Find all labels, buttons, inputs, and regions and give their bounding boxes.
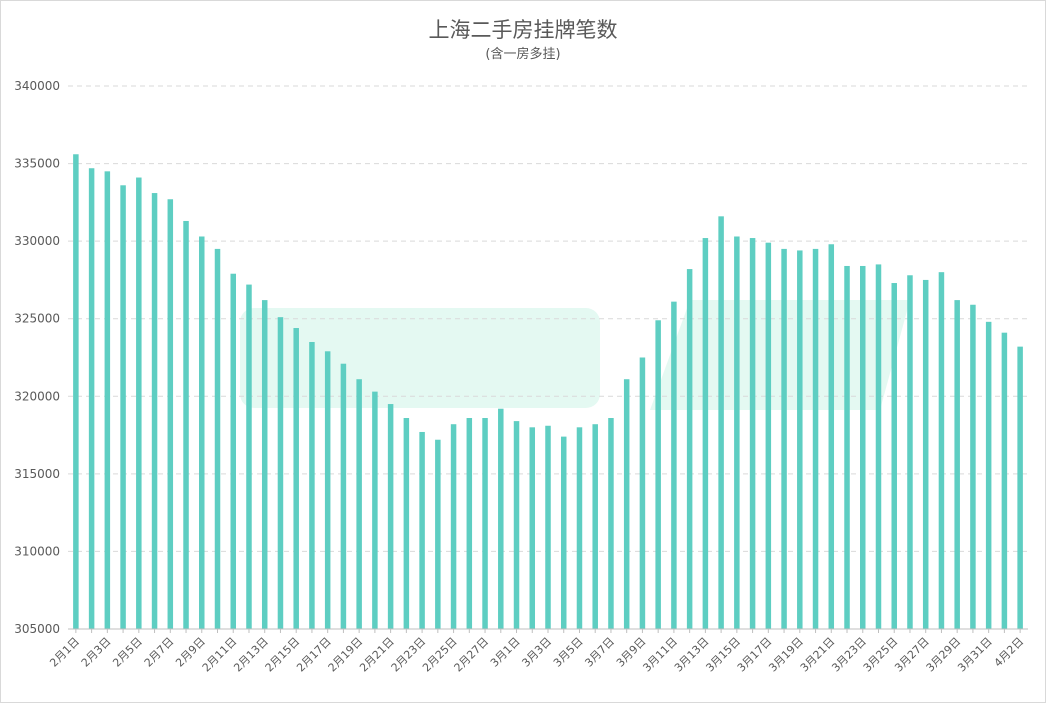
chart-subtitle: (含一房多挂) bbox=[485, 47, 561, 62]
x-tick-label: 3月5日 bbox=[551, 635, 586, 670]
bar bbox=[860, 265, 866, 629]
bar bbox=[277, 317, 284, 629]
bar bbox=[954, 300, 960, 629]
x-tick-label: 3月1日 bbox=[488, 635, 523, 670]
bar bbox=[450, 424, 457, 629]
bar bbox=[104, 171, 111, 629]
bar bbox=[891, 283, 897, 629]
bar bbox=[1017, 346, 1023, 629]
bar bbox=[309, 341, 315, 629]
watermark-logo bbox=[240, 300, 910, 410]
y-tick-label: 335000 bbox=[14, 157, 60, 171]
bar bbox=[73, 154, 79, 629]
bar bbox=[151, 193, 158, 630]
bar bbox=[765, 242, 772, 629]
bar bbox=[387, 404, 394, 629]
bar bbox=[230, 273, 236, 629]
bar bbox=[324, 351, 331, 629]
bar bbox=[797, 250, 803, 629]
bar bbox=[199, 236, 205, 630]
bar bbox=[1001, 332, 1008, 629]
bar bbox=[403, 418, 410, 629]
bar bbox=[356, 379, 362, 629]
bar bbox=[482, 418, 488, 629]
bar bbox=[812, 248, 819, 629]
bar bbox=[435, 439, 441, 629]
bar bbox=[907, 275, 913, 629]
bar bbox=[686, 269, 693, 629]
y-tick-label: 315000 bbox=[14, 467, 60, 481]
bar bbox=[372, 391, 378, 629]
x-tick-label: 2月1日 bbox=[47, 635, 82, 670]
bar bbox=[466, 418, 473, 629]
y-tick-label: 330000 bbox=[14, 234, 60, 248]
bars bbox=[73, 154, 1023, 630]
bar bbox=[246, 284, 252, 629]
bar bbox=[576, 427, 583, 629]
bar bbox=[419, 431, 425, 629]
y-tick-label: 310000 bbox=[14, 544, 60, 558]
bar bbox=[639, 357, 646, 629]
x-tick-label: 3月31日 bbox=[955, 635, 995, 675]
bar bbox=[702, 238, 709, 630]
bar bbox=[183, 220, 189, 629]
bar bbox=[167, 199, 174, 629]
bar bbox=[749, 238, 756, 630]
bar bbox=[560, 436, 567, 629]
x-tick-label: 2月7日 bbox=[142, 635, 177, 670]
x-tick-label: 2月3日 bbox=[79, 635, 114, 670]
bar bbox=[718, 216, 724, 629]
bar bbox=[513, 421, 520, 629]
x-tick-label: 3月7日 bbox=[582, 635, 617, 670]
bar bbox=[922, 279, 929, 629]
bar bbox=[623, 379, 630, 629]
bar bbox=[985, 321, 992, 629]
bar bbox=[498, 408, 504, 629]
y-tick-label: 320000 bbox=[14, 389, 60, 403]
bar bbox=[970, 304, 976, 629]
bar bbox=[938, 272, 945, 629]
x-tick-label: 2月5日 bbox=[110, 635, 145, 670]
bar bbox=[120, 185, 126, 630]
x-axis: 2月1日2月3日2月5日2月7日2月9日2月11日2月13日2月15日2月17日… bbox=[47, 628, 1028, 675]
bar bbox=[655, 320, 661, 629]
bar bbox=[844, 265, 850, 629]
bar bbox=[340, 363, 347, 629]
bar bbox=[261, 300, 268, 629]
x-tick-label: 3月3日 bbox=[519, 635, 554, 670]
bar bbox=[875, 264, 882, 629]
bar bbox=[293, 328, 299, 629]
y-tick-label: 340000 bbox=[14, 79, 60, 93]
bar bbox=[781, 248, 787, 629]
bar bbox=[608, 418, 614, 629]
y-axis: 305000 310000 315000 320000 325000 330000 3350… bbox=[14, 79, 60, 636]
bar bbox=[214, 248, 221, 629]
x-tick-label: 2月27日 bbox=[452, 635, 492, 675]
bar bbox=[136, 177, 142, 629]
y-tick-label: 305000 bbox=[14, 622, 60, 636]
bar bbox=[592, 424, 598, 629]
bar bbox=[828, 244, 835, 629]
chart-title: 上海二手房挂牌笔数 bbox=[428, 18, 618, 42]
y-tick-label: 325000 bbox=[14, 312, 60, 326]
bar bbox=[671, 301, 677, 629]
x-tick-label: 4月2日 bbox=[992, 635, 1027, 670]
bar bbox=[88, 168, 95, 630]
bar bbox=[545, 425, 551, 629]
bar bbox=[734, 236, 740, 630]
bar bbox=[529, 427, 536, 629]
